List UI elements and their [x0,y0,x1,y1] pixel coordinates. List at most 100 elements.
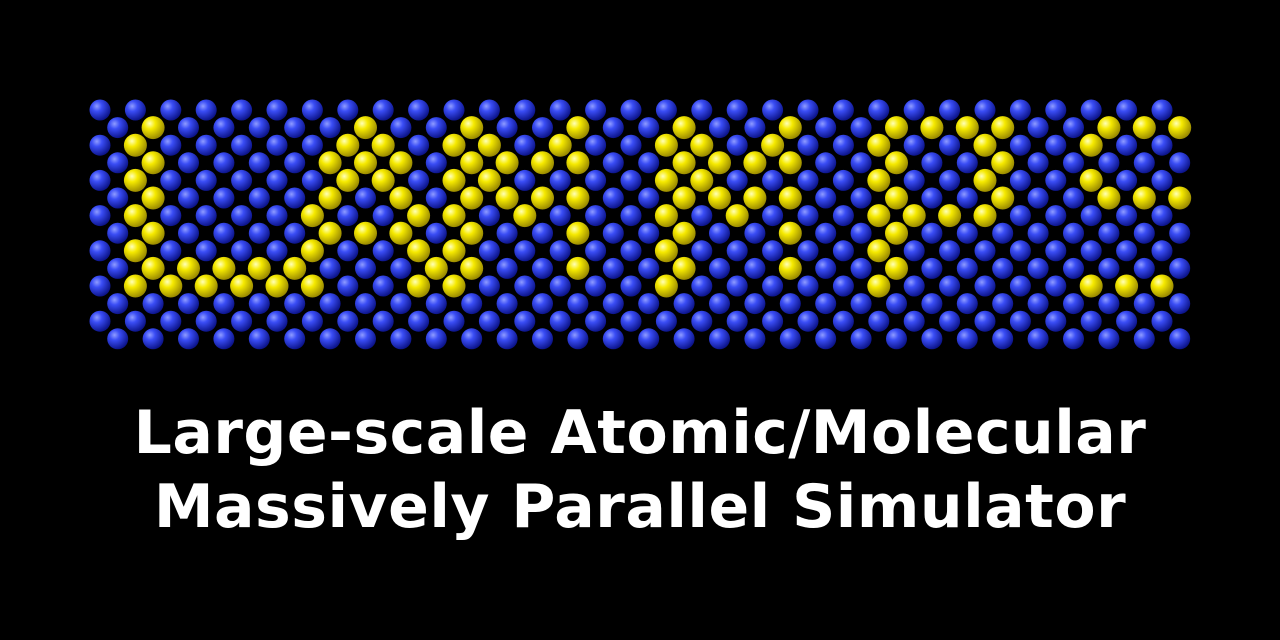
letter-atom [389,221,413,245]
background-atom [408,134,430,156]
background-atom [585,310,607,332]
letter-atom [690,133,714,157]
background-atom [620,205,642,227]
background-atom [89,275,111,297]
letter-atom [566,186,590,210]
background-atom [815,117,837,139]
letter-atom [885,116,908,140]
background-atom [620,310,642,332]
background-atom [231,134,253,156]
background-atom [213,117,235,139]
background-atom [762,275,784,297]
background-atom [1151,240,1173,262]
letter-atom [743,186,767,210]
background-atom [1116,240,1138,262]
letter-atom [141,221,165,245]
letter-atom [300,239,324,263]
background-atom [726,99,748,121]
background-atom [903,169,925,191]
background-atom [655,310,677,332]
letter-atom [336,168,360,192]
letter-atom [1168,116,1192,140]
background-atom [496,328,518,350]
background-atom [850,152,872,174]
background-atom [1133,152,1155,174]
background-atom [1027,328,1049,350]
background-atom [638,187,660,209]
letter-atom [902,204,926,228]
background-atom [1045,134,1067,156]
background-atom [815,222,837,244]
background-atom [1133,328,1155,350]
background-atom [496,257,518,279]
letter-atom [672,221,696,245]
background-atom [585,99,607,121]
background-atom [709,293,730,315]
background-atom [939,134,961,156]
background-atom [726,240,748,262]
letter-atom [708,186,731,210]
background-atom [832,240,854,262]
background-atom [956,222,978,244]
background-atom [815,257,837,279]
background-atom [549,275,571,297]
background-atom [390,117,412,139]
background-atom [372,205,394,227]
background-atom [532,293,553,315]
letter-atom [194,274,218,298]
letter-atom [477,133,501,157]
background-atom [514,134,536,156]
background-atom [178,328,199,350]
background-atom [549,310,571,332]
letter-atom [354,116,377,140]
background-atom [107,257,129,279]
background-atom [195,205,217,227]
letter-atom [566,151,590,175]
letter-atom [177,256,200,280]
background-atom [832,99,854,121]
background-atom [195,240,217,262]
background-atom [1169,222,1191,244]
background-atom [762,169,784,191]
background-atom [1009,275,1031,297]
background-atom [903,99,925,121]
letter-atom [725,204,749,228]
background-atom [903,134,925,156]
background-atom [1063,222,1084,244]
background-atom [532,222,553,244]
letter-atom [761,133,785,157]
letter-atom [867,168,891,192]
background-atom [231,310,253,332]
background-atom [301,134,323,156]
letter-atom [336,133,360,157]
letter-atom [1097,186,1121,210]
background-atom [1151,310,1173,332]
letter-atom [354,221,377,245]
letter-atom [1079,168,1103,192]
background-atom [638,117,660,139]
letter-atom [885,151,908,175]
background-atom [602,257,624,279]
letter-atom [566,256,590,280]
background-atom [691,310,713,332]
background-atom [868,310,890,332]
background-atom [549,169,571,191]
letter-atom [495,151,519,175]
background-atom [1045,169,1067,191]
background-atom [266,205,288,227]
background-atom [620,169,642,191]
background-atom [1133,222,1155,244]
background-atom [549,99,571,121]
letter-atom [407,204,431,228]
background-atom [638,222,660,244]
background-atom [939,169,961,191]
background-atom [89,310,111,332]
background-atom [337,205,359,227]
letter-atom [300,204,324,228]
background-atom [744,257,766,279]
background-atom [532,117,553,139]
background-atom [1080,240,1102,262]
background-atom [266,99,288,121]
background-atom [974,240,996,262]
background-atom [709,117,730,139]
